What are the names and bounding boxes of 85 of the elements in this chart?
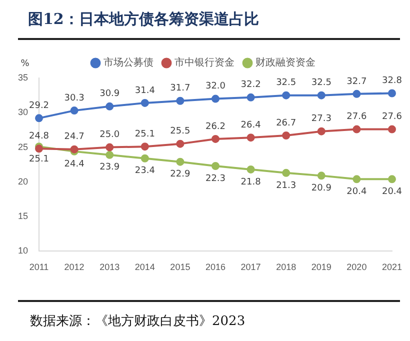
data-label: 21.3: [276, 180, 296, 191]
data-label: 25.0: [100, 130, 120, 140]
point: [212, 134, 220, 143]
x-tick-label: 2014: [134, 262, 155, 272]
point: [246, 165, 255, 174]
point: [317, 127, 326, 136]
point: [140, 154, 149, 162]
data-label: 20.4: [382, 186, 402, 197]
data-label: 24.8: [28, 132, 50, 142]
y-tick-label: 20: [18, 176, 28, 186]
point: [140, 142, 149, 151]
data-label: 26.7: [276, 118, 296, 128]
x-tick-label: 2015: [170, 262, 190, 272]
data-label: 25.1: [28, 154, 50, 164]
y-tick-label: 30: [18, 107, 28, 118]
data-label: 32.5: [276, 78, 296, 88]
y-tick-label: 25: [18, 142, 28, 152]
point: [246, 134, 255, 142]
data-label: 21.8: [240, 177, 262, 188]
point: [317, 91, 326, 100]
data-label: 31.7: [170, 84, 190, 94]
data-label: 22.9: [170, 170, 190, 180]
data-label: 32.7: [346, 76, 367, 87]
data-label: 32.8: [382, 76, 402, 86]
y-tick-label: 35: [18, 72, 28, 82]
data-label: 25.1: [134, 129, 155, 140]
point: [106, 102, 114, 110]
data-label: 26.4: [240, 120, 262, 130]
source-note: 数据来源：《地方财政白皮书》2023: [30, 313, 246, 330]
data-label: 27.6: [382, 112, 402, 122]
point: [352, 90, 361, 98]
data-label: 26.2: [205, 122, 226, 132]
x-tick-label: 2017: [240, 262, 261, 272]
y-axis-title: %: [20, 58, 30, 69]
point: [106, 143, 114, 152]
point: [282, 168, 290, 177]
point: [176, 140, 184, 148]
point: [388, 175, 396, 184]
point: [140, 98, 149, 107]
x-tick-label: 2016: [205, 262, 226, 272]
data-label: 32.5: [311, 78, 332, 88]
chart-title: 图12：日本地方债各筹资渠道占比: [28, 10, 259, 29]
x-tick-label: 2021: [382, 262, 402, 272]
data-label: 30.3: [64, 93, 84, 104]
x-tick-label: 2020: [346, 262, 367, 272]
data-label: 23.4: [134, 166, 156, 176]
data-label: 24.4: [64, 159, 85, 170]
point: [212, 162, 220, 170]
legend-label: 市中银行资金: [174, 56, 234, 69]
data-label: 27.3: [311, 114, 332, 124]
point: [352, 175, 361, 184]
point: [246, 93, 255, 102]
legend-label: 市场公募债: [104, 56, 154, 69]
x-tick-label: 2011: [29, 262, 49, 272]
point: [176, 96, 184, 105]
data-label: 32.0: [205, 82, 226, 92]
point: [212, 94, 220, 103]
legend-label: 财政融资资金: [256, 56, 316, 69]
point: [282, 91, 290, 100]
point: [282, 132, 290, 140]
point: [106, 150, 114, 159]
data-label: 30.9: [100, 89, 120, 100]
data-label: 32.2: [240, 80, 261, 90]
data-label: 31.4: [134, 86, 156, 96]
y-tick-label: 15: [18, 211, 28, 222]
x-tick-label: 2013: [100, 262, 120, 272]
point: [176, 158, 184, 166]
data-label: 20.9: [311, 184, 332, 194]
data-label: 27.6: [346, 112, 367, 122]
data-label: 29.2: [28, 101, 50, 112]
point: [70, 106, 78, 115]
x-tick-label: 2018: [276, 262, 296, 272]
y-tick-label: 10: [18, 246, 28, 256]
data-label: 23.9: [100, 162, 120, 173]
data-label: 22.3: [205, 174, 226, 184]
point: [35, 114, 44, 122]
x-tick-label: 2019: [311, 262, 332, 272]
data-label: 24.7: [64, 132, 84, 142]
x-tick-label: 2012: [64, 262, 84, 272]
point: [317, 172, 326, 180]
point: [388, 89, 396, 98]
point: [388, 125, 396, 134]
data-label: 25.5: [170, 126, 190, 137]
data-label: 20.4: [346, 186, 367, 197]
point: [352, 125, 361, 134]
